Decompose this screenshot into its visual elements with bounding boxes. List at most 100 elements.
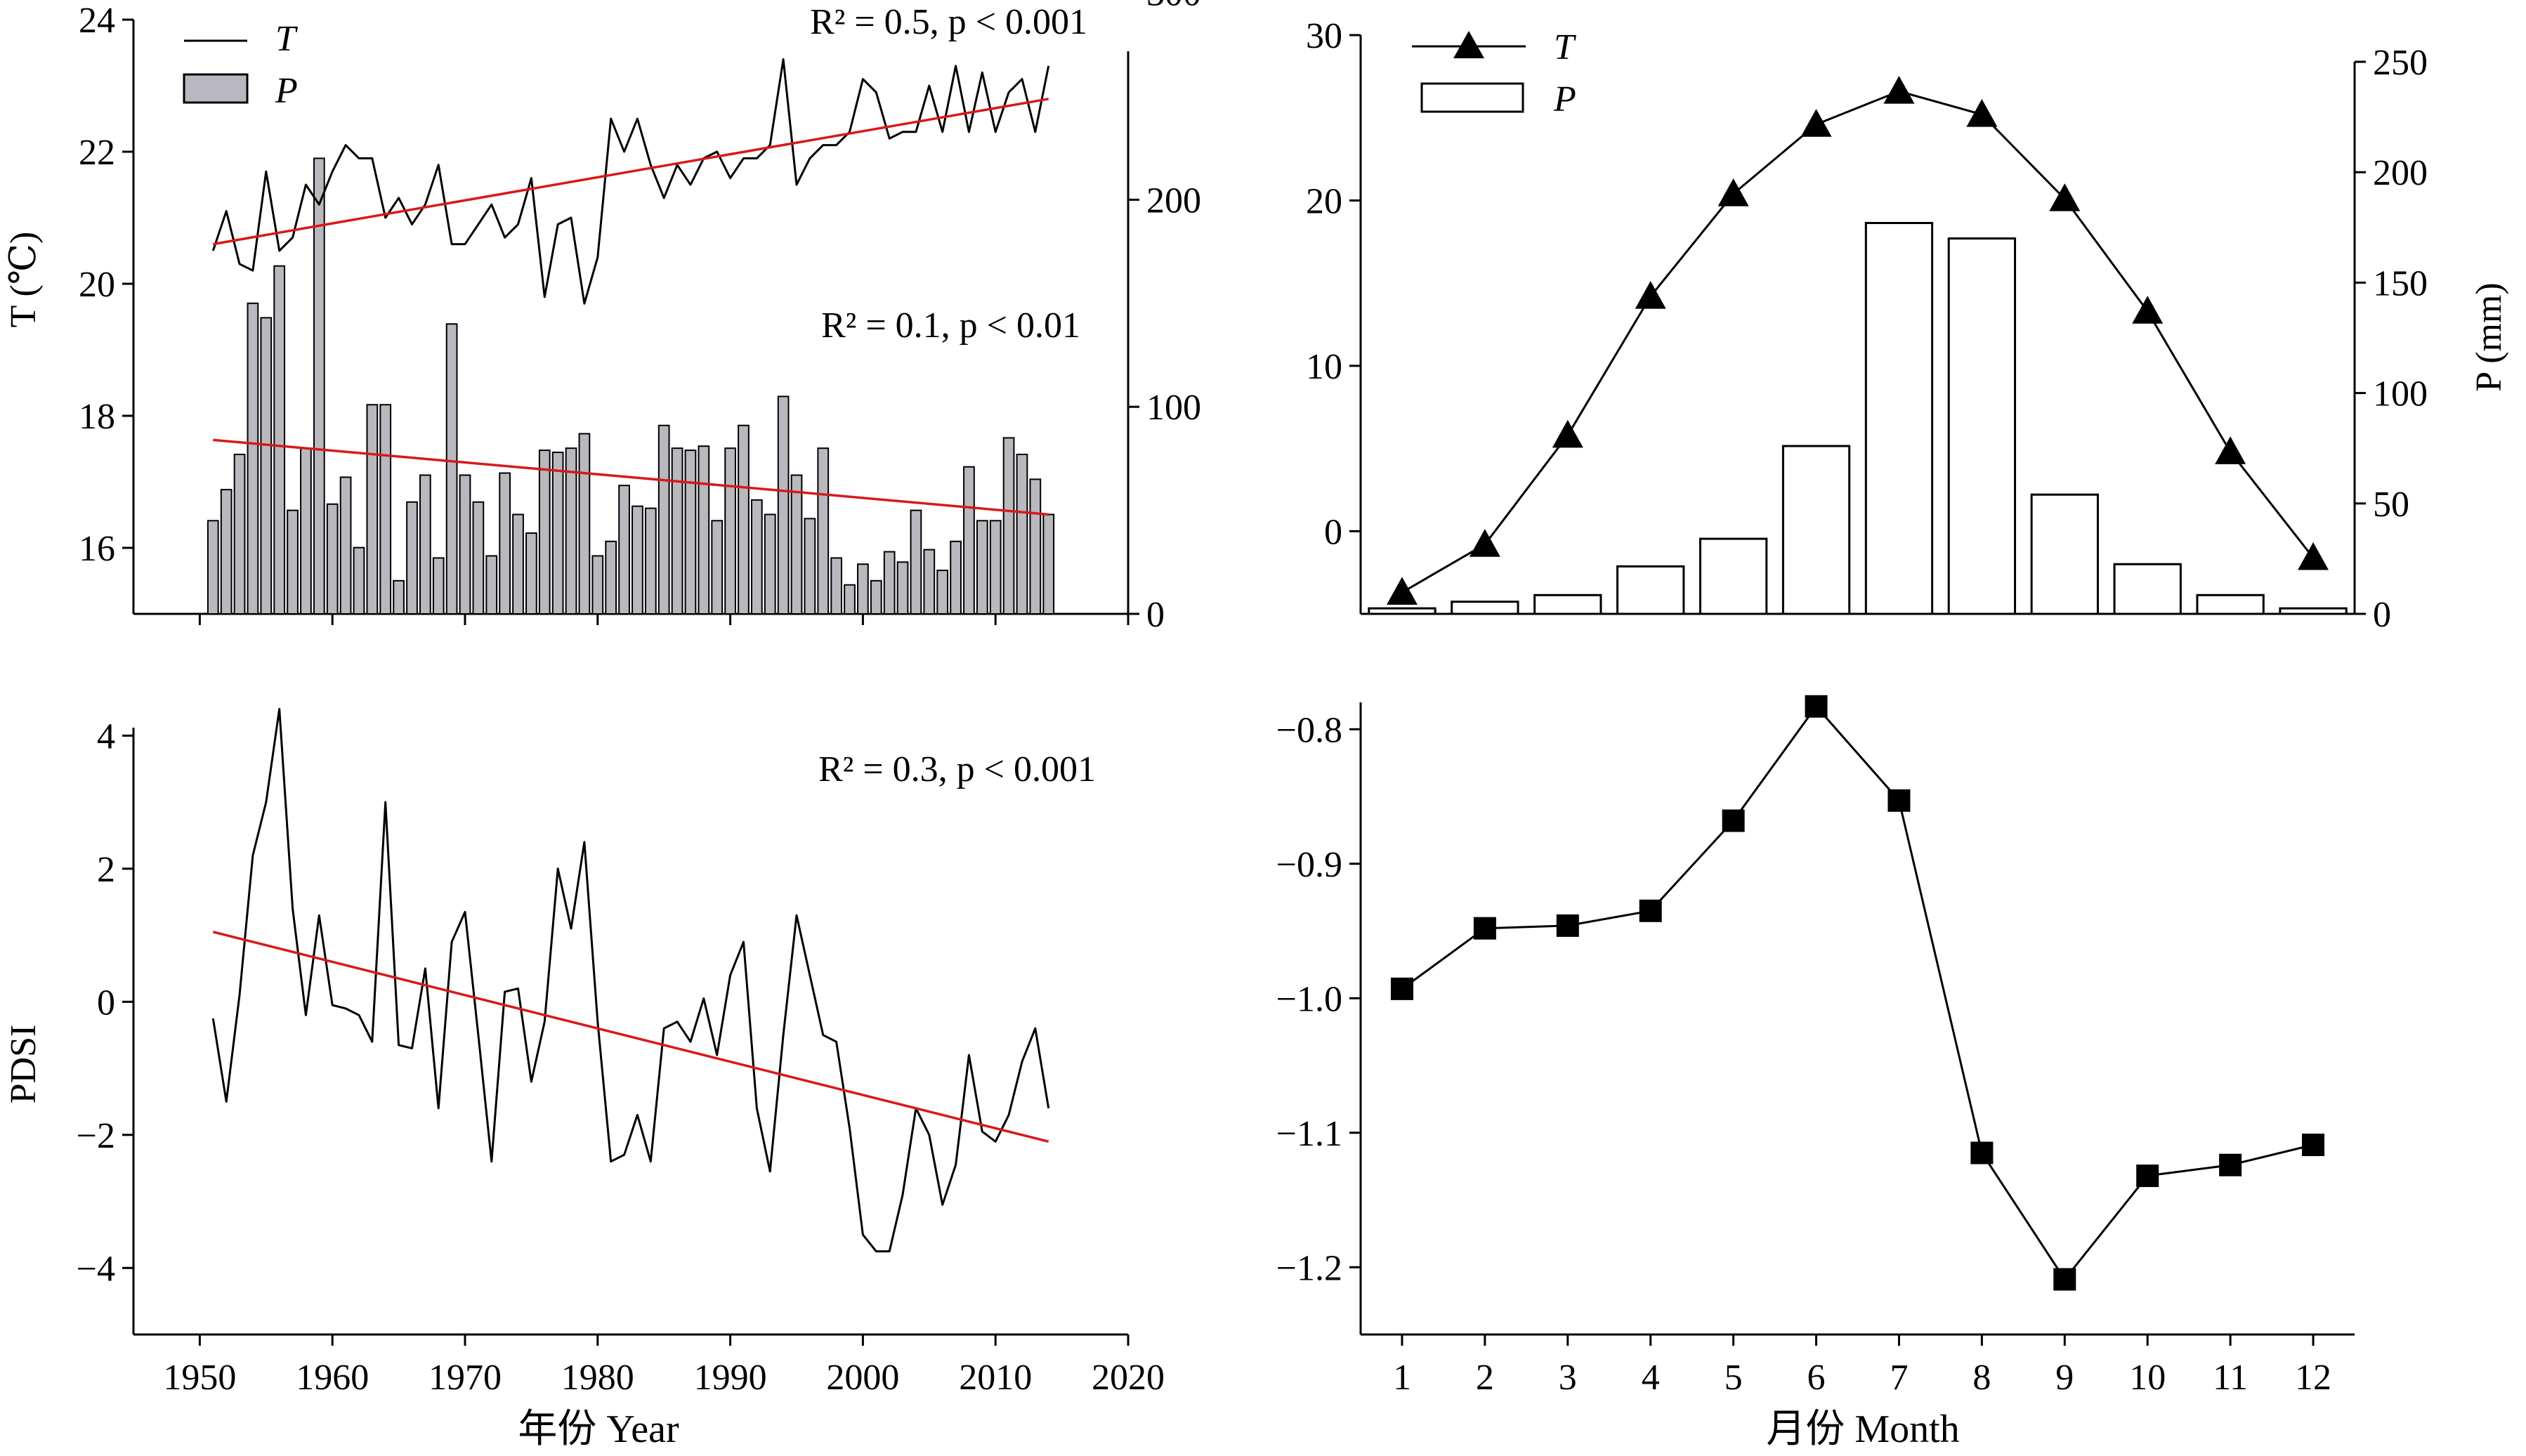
temperature-marker <box>1386 577 1418 605</box>
x-tick-label: 1970 <box>428 1358 502 1398</box>
precip-bar <box>300 447 312 615</box>
precip-bar <box>2030 493 2099 615</box>
precip-bar <box>671 447 683 615</box>
precip-bar <box>445 323 458 615</box>
precip-bar <box>870 579 882 615</box>
pdsi-monthly-marker <box>1722 809 1745 832</box>
right-y-tick-label: 100 <box>2373 374 2428 414</box>
pdsi-trendline <box>212 931 1049 1143</box>
x-tick-label: 4 <box>1642 1358 1660 1398</box>
precip-bar <box>1947 237 2017 615</box>
left-y-tick-label: 30 <box>1306 16 1342 56</box>
right-y-tick-label: 200 <box>1146 181 1201 221</box>
precip-bar <box>644 507 657 615</box>
pdsi-stat-text: R² = 0.3, p < 0.001 <box>818 749 1096 789</box>
precip-bar <box>1042 513 1055 615</box>
x-tick-label: 10 <box>2129 1358 2166 1398</box>
x-tick-label: 2010 <box>959 1358 1032 1398</box>
precip-bar <box>777 395 790 615</box>
panel-c-annual-pdsi: −4 −2 0 2 4 1950 1960 1970 1980 1990 2000 2010 2020 R… <box>4 708 1165 1398</box>
precip-bar <box>419 474 431 615</box>
x-tick-label: 12 <box>2295 1358 2331 1398</box>
precip-bar <box>923 549 936 615</box>
pdsi-monthly-marker <box>2219 1153 2242 1176</box>
left-y-tick-label: 20 <box>79 265 115 305</box>
precip-bar <box>578 433 591 615</box>
precip-bar <box>724 447 736 615</box>
panel-d-monthly-pdsi: −1.2−1.1−1.0−0.9−0.81 2 3 4 5 6 7 8 9 10 11 12 <box>1276 695 2355 1398</box>
left-y-tick-label: 20 <box>1306 181 1342 221</box>
precip-bar <box>393 579 405 615</box>
y-tick-label: 2 <box>97 850 115 890</box>
right-y-tick-label: 0 <box>1146 595 1165 635</box>
temperature-marker <box>1552 419 1583 448</box>
precip-bar <box>1451 601 1519 615</box>
precip-bar <box>472 501 485 615</box>
precip-bar <box>830 557 843 615</box>
y-tick-label: −4 <box>77 1249 115 1289</box>
precip-bar <box>844 584 856 615</box>
precip-bar <box>406 501 418 615</box>
temperature-marker <box>1966 99 1998 127</box>
precip-bar <box>605 540 617 615</box>
precip-bar <box>551 452 564 615</box>
temperature-marker <box>1800 109 1832 137</box>
legend-bar-swatch <box>183 73 249 104</box>
temperature-line <box>1401 90 2315 593</box>
precip-bar <box>1699 537 1768 615</box>
pdsi-monthly-line <box>1401 705 2314 1280</box>
precip-bar <box>1533 593 1602 615</box>
right-y-tick-label: 100 <box>1146 388 1201 428</box>
precip-bar <box>512 513 524 615</box>
x-tick-label: 1990 <box>694 1358 767 1398</box>
temperature-marker <box>1883 76 1915 104</box>
precip-bar <box>963 466 975 615</box>
pdsi-monthly-marker <box>2053 1268 2076 1291</box>
right-y-tick-label: 150 <box>2373 263 2428 303</box>
y-axis-title: PDSI <box>4 1025 44 1104</box>
x-axis-title-month: 月份 Month <box>1766 1408 1959 1451</box>
y-tick-label: −0.9 <box>1276 845 1342 885</box>
precip-bar <box>711 520 724 615</box>
precip-bar <box>883 551 896 615</box>
precip-bar <box>750 499 763 615</box>
precip-bar <box>247 302 259 615</box>
temperature-marker <box>2298 542 2329 570</box>
x-axis-title-year: 年份 Year <box>518 1408 679 1451</box>
precip-bar <box>989 520 1002 615</box>
precip-bar <box>764 513 776 615</box>
precip-bar <box>1781 445 1851 615</box>
precip-bar <box>1029 478 1042 615</box>
precip-bar <box>817 447 830 615</box>
legend-bar-swatch <box>1420 82 1524 113</box>
legend-label-t: T <box>275 19 298 59</box>
precip-bar <box>287 509 299 615</box>
x-tick-label: 7 <box>1890 1358 1908 1398</box>
pdsi-monthly-marker <box>1970 1141 1994 1165</box>
precip-bar <box>2279 607 2348 615</box>
temperature-marker <box>2049 183 2081 211</box>
temperature-marker <box>1635 280 1666 309</box>
right-y-tick-label: 200 <box>2373 153 2428 193</box>
precip-bar <box>432 557 445 615</box>
y-tick-label: 0 <box>97 983 115 1023</box>
x-tick-label: 9 <box>2055 1358 2074 1398</box>
precip-bar <box>657 424 670 615</box>
pdsi-line <box>211 708 1050 1253</box>
y-tick-label: −1.2 <box>1276 1248 1342 1288</box>
precip-bar <box>1616 565 1685 615</box>
precip-bar <box>485 555 498 615</box>
precip-bar <box>353 546 365 615</box>
legend-label-p: P <box>275 71 298 111</box>
pdsi-monthly-marker <box>1887 789 1911 812</box>
temperature-marker <box>1717 178 1749 206</box>
left-y-tick-label: 22 <box>79 133 115 173</box>
p-stat-text: R² = 0.1, p < 0.01 <box>821 306 1080 346</box>
y-tick-label: −1.1 <box>1276 1114 1342 1154</box>
left-y-tick-label: 18 <box>79 397 115 437</box>
y-tick-label: −2 <box>77 1116 115 1156</box>
temperature-line <box>211 58 1050 305</box>
panel-a-annual-temperature-precipitation: 16 18 20 22 24 0 100 200 300 R² = 0.5, p < 0.001 R… <box>4 0 1201 635</box>
right-y-tick-label: 50 <box>2373 485 2409 525</box>
